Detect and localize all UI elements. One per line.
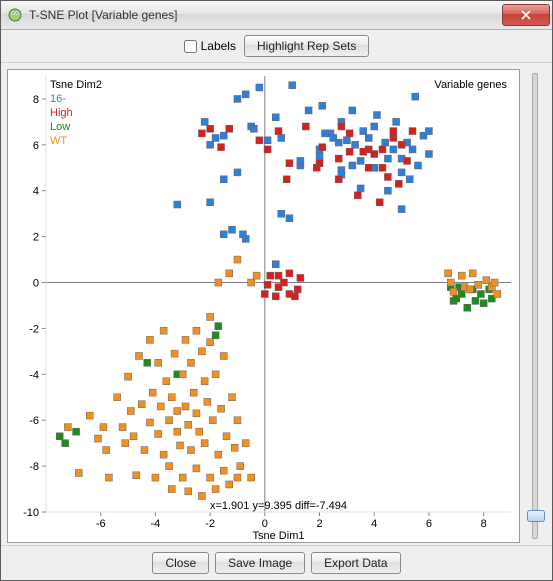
svg-text:x=1.901 y=9.395 diff=-7.494: x=1.901 y=9.395 diff=-7.494: [210, 500, 347, 512]
svg-text:4: 4: [33, 186, 39, 198]
vslider-thumb[interactable]: [527, 510, 545, 522]
window-frame: T-SNE Plot [Variable genes] Labels Highl…: [0, 0, 553, 581]
body-area: -10 -8 -6 -4 -2 0 2 4 6 8 -6 -4 -2 0 2 4 6 8 Tsne Dim2 16- H…: [1, 63, 552, 545]
scatter-plot: -10 -8 -6 -4 -2 0 2 4 6 8 -6 -4 -2 0 2 4 6 8 Tsne Dim2 16- H…: [8, 70, 519, 542]
svg-text:-6: -6: [29, 415, 39, 427]
labels-checkbox-wrap[interactable]: Labels: [184, 39, 236, 53]
highlight-rep-sets-button[interactable]: Highlight Rep Sets: [244, 35, 369, 57]
toolbar-bottom: Close Save Image Export Data: [1, 545, 552, 580]
svg-text:-8: -8: [29, 461, 39, 473]
svg-text:-10: -10: [23, 507, 39, 519]
close-window-button[interactable]: [502, 4, 550, 26]
export-data-button[interactable]: Export Data: [311, 552, 400, 574]
svg-text:Low: Low: [50, 121, 70, 133]
labels-checkbox-label: Labels: [201, 39, 236, 53]
titlebar[interactable]: T-SNE Plot [Variable genes]: [1, 1, 552, 30]
window-title: T-SNE Plot [Variable genes]: [29, 8, 502, 22]
svg-text:-2: -2: [29, 323, 39, 335]
svg-text:4: 4: [371, 518, 377, 530]
svg-text:2: 2: [33, 232, 39, 244]
slider-panel: [524, 69, 546, 543]
svg-text:0: 0: [33, 278, 39, 290]
labels-checkbox[interactable]: [184, 40, 197, 53]
svg-text:-4: -4: [151, 518, 161, 530]
svg-text:-2: -2: [205, 518, 215, 530]
close-button[interactable]: Close: [152, 552, 209, 574]
svg-text:Variable genes: Variable genes: [434, 79, 507, 91]
svg-text:2: 2: [316, 518, 322, 530]
svg-text:Tsne Dim2: Tsne Dim2: [50, 79, 102, 91]
svg-text:6: 6: [33, 140, 39, 152]
svg-text:8: 8: [481, 518, 487, 530]
svg-text:-4: -4: [29, 369, 39, 381]
svg-text:0: 0: [262, 518, 268, 530]
svg-text:6: 6: [426, 518, 432, 530]
svg-text:8: 8: [33, 94, 39, 106]
toolbar-top: Labels Highlight Rep Sets: [1, 30, 552, 63]
save-image-button[interactable]: Save Image: [215, 552, 305, 574]
svg-text:-6: -6: [96, 518, 106, 530]
app-icon: [7, 7, 23, 23]
svg-text:16-: 16-: [50, 93, 66, 105]
svg-text:Tsne Dim1: Tsne Dim1: [253, 530, 305, 542]
svg-text:High: High: [50, 107, 73, 119]
vslider-track[interactable]: [532, 73, 538, 539]
svg-text:WT: WT: [50, 135, 67, 147]
plot-panel[interactable]: -10 -8 -6 -4 -2 0 2 4 6 8 -6 -4 -2 0 2 4 6 8 Tsne Dim2 16- H…: [7, 69, 520, 543]
